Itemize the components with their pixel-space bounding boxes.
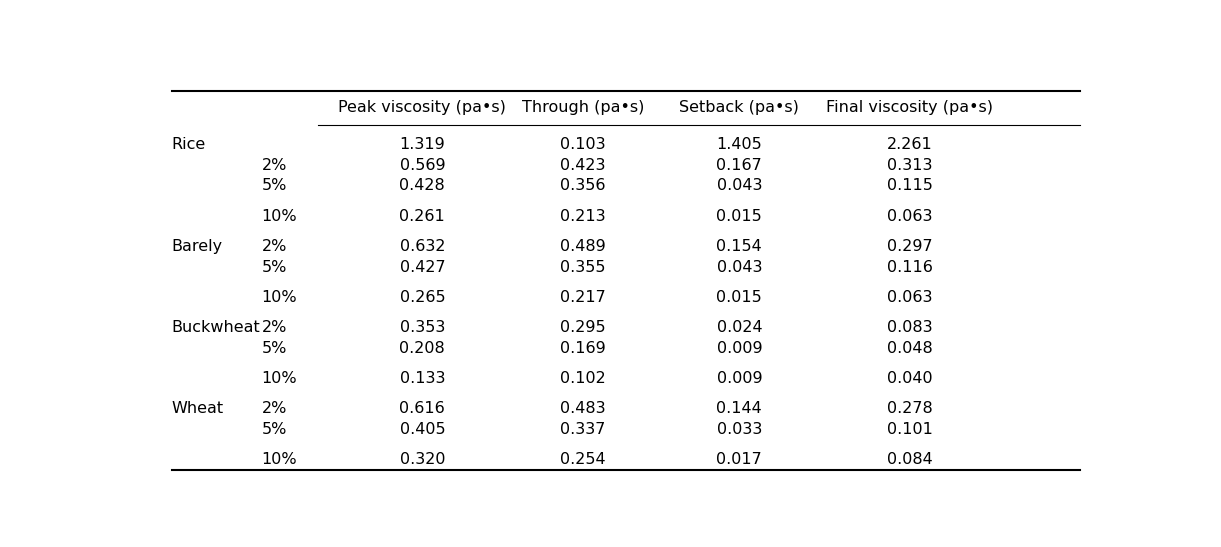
Text: 1.319: 1.319 xyxy=(399,137,446,152)
Text: 0.083: 0.083 xyxy=(886,320,933,335)
Text: 0.167: 0.167 xyxy=(717,158,762,173)
Text: 5%: 5% xyxy=(261,178,287,194)
Text: Setback (pa•s): Setback (pa•s) xyxy=(679,100,800,115)
Text: 0.043: 0.043 xyxy=(717,178,762,194)
Text: 0.208: 0.208 xyxy=(399,341,446,356)
Text: 2.261: 2.261 xyxy=(886,137,933,152)
Text: 10%: 10% xyxy=(261,371,297,386)
Text: 0.033: 0.033 xyxy=(717,422,762,437)
Text: 10%: 10% xyxy=(261,208,297,224)
Text: 0.261: 0.261 xyxy=(399,208,446,224)
Text: 0.024: 0.024 xyxy=(717,320,762,335)
Text: 5%: 5% xyxy=(261,260,287,275)
Text: 0.040: 0.040 xyxy=(886,371,933,386)
Text: 2%: 2% xyxy=(261,320,287,335)
Text: 0.423: 0.423 xyxy=(560,158,606,173)
Text: 0.313: 0.313 xyxy=(886,158,933,173)
Text: 0.483: 0.483 xyxy=(560,401,606,416)
Text: 0.115: 0.115 xyxy=(886,178,933,194)
Text: 0.616: 0.616 xyxy=(399,401,446,416)
Text: 0.217: 0.217 xyxy=(560,290,606,305)
Text: 0.048: 0.048 xyxy=(886,341,933,356)
Text: 0.101: 0.101 xyxy=(886,422,933,437)
Text: 0.144: 0.144 xyxy=(717,401,762,416)
Text: 0.337: 0.337 xyxy=(560,422,606,437)
Text: 0.015: 0.015 xyxy=(717,208,762,224)
Text: 1.405: 1.405 xyxy=(717,137,762,152)
Text: 5%: 5% xyxy=(261,341,287,356)
Text: Rice: Rice xyxy=(171,137,206,152)
Text: 0.103: 0.103 xyxy=(560,137,606,152)
Text: 0.254: 0.254 xyxy=(560,452,606,467)
Text: 2%: 2% xyxy=(261,239,287,254)
Text: 2%: 2% xyxy=(261,158,287,173)
Text: 0.427: 0.427 xyxy=(399,260,446,275)
Text: 0.405: 0.405 xyxy=(399,422,446,437)
Text: 0.356: 0.356 xyxy=(560,178,606,194)
Text: 0.428: 0.428 xyxy=(399,178,446,194)
Text: Through (pa•s): Through (pa•s) xyxy=(523,100,645,115)
Text: 0.133: 0.133 xyxy=(399,371,446,386)
Text: 0.632: 0.632 xyxy=(399,239,446,254)
Text: 10%: 10% xyxy=(261,290,297,305)
Text: 0.063: 0.063 xyxy=(886,208,933,224)
Text: 0.116: 0.116 xyxy=(886,260,933,275)
Text: 0.009: 0.009 xyxy=(717,341,762,356)
Text: 0.353: 0.353 xyxy=(399,320,444,335)
Text: 0.265: 0.265 xyxy=(399,290,446,305)
Text: 0.084: 0.084 xyxy=(886,452,933,467)
Text: 0.017: 0.017 xyxy=(717,452,762,467)
Text: 0.355: 0.355 xyxy=(560,260,606,275)
Text: 0.295: 0.295 xyxy=(560,320,606,335)
Text: 0.102: 0.102 xyxy=(560,371,606,386)
Text: Barely: Barely xyxy=(171,239,222,254)
Text: Peak viscosity (pa•s): Peak viscosity (pa•s) xyxy=(338,100,507,115)
Text: 10%: 10% xyxy=(261,452,297,467)
Text: 2%: 2% xyxy=(261,401,287,416)
Text: 5%: 5% xyxy=(261,422,287,437)
Text: Buckwheat: Buckwheat xyxy=(171,320,260,335)
Text: 0.009: 0.009 xyxy=(717,371,762,386)
Text: 0.169: 0.169 xyxy=(560,341,606,356)
Text: 0.489: 0.489 xyxy=(560,239,606,254)
Text: 0.297: 0.297 xyxy=(886,239,933,254)
Text: 0.278: 0.278 xyxy=(886,401,933,416)
Text: 0.063: 0.063 xyxy=(886,290,933,305)
Text: 0.154: 0.154 xyxy=(717,239,762,254)
Text: 0.213: 0.213 xyxy=(560,208,606,224)
Text: 0.015: 0.015 xyxy=(717,290,762,305)
Text: Final viscosity (pa•s): Final viscosity (pa•s) xyxy=(827,100,993,115)
Text: Wheat: Wheat xyxy=(171,401,223,416)
Text: 0.043: 0.043 xyxy=(717,260,762,275)
Text: 0.320: 0.320 xyxy=(399,452,446,467)
Text: 0.569: 0.569 xyxy=(399,158,446,173)
